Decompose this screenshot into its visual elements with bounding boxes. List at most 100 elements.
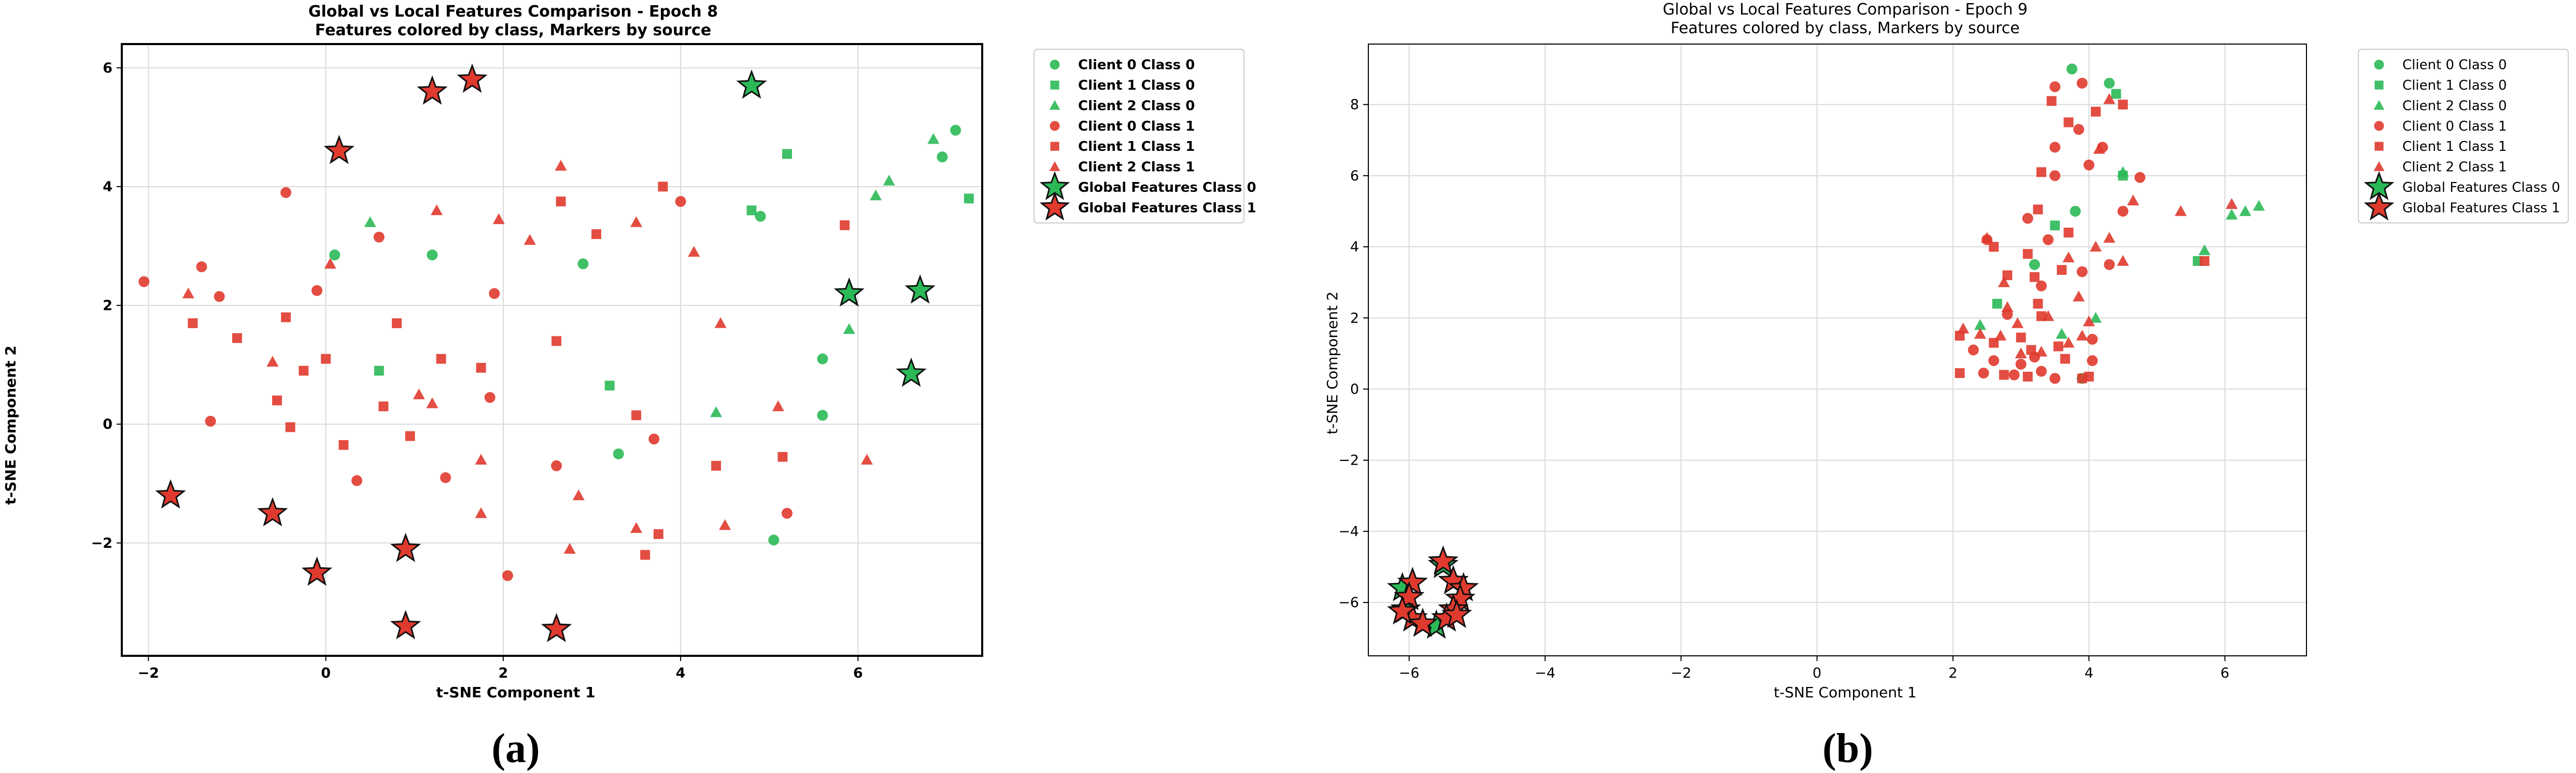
legend-marker	[1049, 100, 1060, 110]
data-point	[555, 160, 567, 171]
data-point	[2002, 270, 2013, 280]
data-point	[329, 249, 341, 261]
data-point	[2083, 159, 2094, 171]
panel-a: Global vs Local Features Comparison - Ep…	[2, 3, 1256, 771]
data-point	[2090, 106, 2101, 117]
chart-title-line2: Features colored by class, Markers by so…	[315, 21, 711, 39]
data-point	[2016, 332, 2026, 343]
data-point	[2103, 232, 2116, 243]
y-tick-label: −2	[91, 535, 112, 551]
y-tick-label: 0	[1350, 381, 1359, 397]
legend-label: Client 0 Class 0	[1078, 58, 1195, 73]
data-point	[613, 448, 624, 459]
legend-label: Global Features Class 1	[1078, 200, 1256, 216]
data-point	[2087, 355, 2098, 367]
data-point	[405, 431, 415, 441]
data-point	[714, 317, 727, 328]
data-point	[860, 454, 873, 465]
data-point	[2093, 143, 2105, 154]
data-point	[2063, 228, 2074, 238]
series-global-features-class-1	[1386, 545, 1479, 637]
y-tick-label: 6	[103, 60, 112, 76]
data-point	[2035, 345, 2048, 357]
data-point	[2022, 372, 2033, 382]
y-axis-label: t-SNE Component 2	[2, 345, 19, 504]
data-point	[188, 318, 198, 328]
x-tick-label: 4	[676, 665, 686, 681]
data-point	[896, 357, 927, 387]
y-axis-label: t-SNE Component 2	[1324, 291, 1341, 434]
data-point	[484, 392, 496, 403]
data-point	[196, 261, 207, 273]
x-tick-label: −4	[1535, 665, 1555, 681]
data-point	[2049, 142, 2061, 153]
data-point	[232, 333, 242, 343]
data-point	[2073, 290, 2085, 302]
data-point	[2057, 265, 2067, 275]
data-point	[324, 258, 336, 269]
data-point	[390, 532, 421, 563]
data-point	[719, 519, 731, 530]
data-point	[883, 174, 895, 186]
data-point	[577, 258, 589, 270]
panel-b: Global vs Local Features Comparison - Ep…	[1324, 1, 2569, 771]
data-point	[2239, 205, 2252, 216]
axes-frame	[121, 43, 983, 657]
data-point	[1999, 370, 2009, 380]
legend-label: Client 1 Class 1	[2402, 139, 2507, 154]
x-tick-label: 4	[2085, 665, 2093, 681]
data-point	[2033, 299, 2043, 309]
y-tick-label: 2	[1350, 310, 1359, 326]
data-point	[551, 460, 562, 471]
data-point	[392, 318, 402, 328]
data-point	[870, 189, 882, 201]
data-point	[777, 452, 788, 462]
data-point	[2070, 205, 2081, 217]
data-point	[2077, 373, 2087, 384]
legend-marker	[2363, 191, 2395, 221]
data-point	[285, 422, 295, 432]
legend: Client 0 Class 0 Client 1 Class 0 Client 2…	[1034, 49, 1256, 223]
series-client-1-class-1	[188, 181, 850, 560]
data-point	[2042, 310, 2055, 321]
data-point	[257, 497, 288, 527]
panel-label: (a)	[491, 726, 540, 771]
data-point	[457, 63, 488, 93]
data-point	[2062, 251, 2075, 262]
data-point	[746, 205, 757, 216]
data-point	[475, 454, 487, 465]
data-point	[833, 277, 865, 307]
data-point	[1988, 355, 2000, 367]
data-point	[155, 479, 186, 509]
legend-marker	[1050, 60, 1060, 70]
chart-title-line2: Features colored by class, Markers by so…	[1671, 19, 2019, 37]
series-client-0-class-0	[329, 124, 961, 546]
data-point	[2103, 93, 2116, 104]
data-point	[755, 210, 766, 222]
data-point	[2076, 266, 2088, 277]
data-point	[2104, 259, 2115, 270]
data-point	[2029, 272, 2040, 282]
data-point	[413, 388, 425, 400]
data-point	[1981, 232, 1993, 243]
data-point	[1386, 595, 1418, 625]
data-point	[2035, 366, 2047, 377]
legend-label: Client 1 Class 0	[1078, 78, 1195, 93]
data-point	[2022, 213, 2033, 224]
data-point	[2015, 358, 2027, 370]
data-point	[2117, 205, 2129, 217]
data-point	[640, 550, 650, 560]
data-point	[436, 354, 446, 364]
legend-marker	[1049, 161, 1060, 171]
data-point	[541, 613, 572, 642]
data-point	[604, 381, 615, 391]
data-point	[214, 291, 225, 302]
data-point	[492, 213, 505, 224]
data-point	[2022, 249, 2033, 259]
data-point	[711, 460, 721, 471]
legend-marker	[1050, 121, 1060, 131]
data-point	[390, 610, 421, 639]
data-point	[2127, 194, 2140, 206]
data-point	[2026, 345, 2036, 355]
